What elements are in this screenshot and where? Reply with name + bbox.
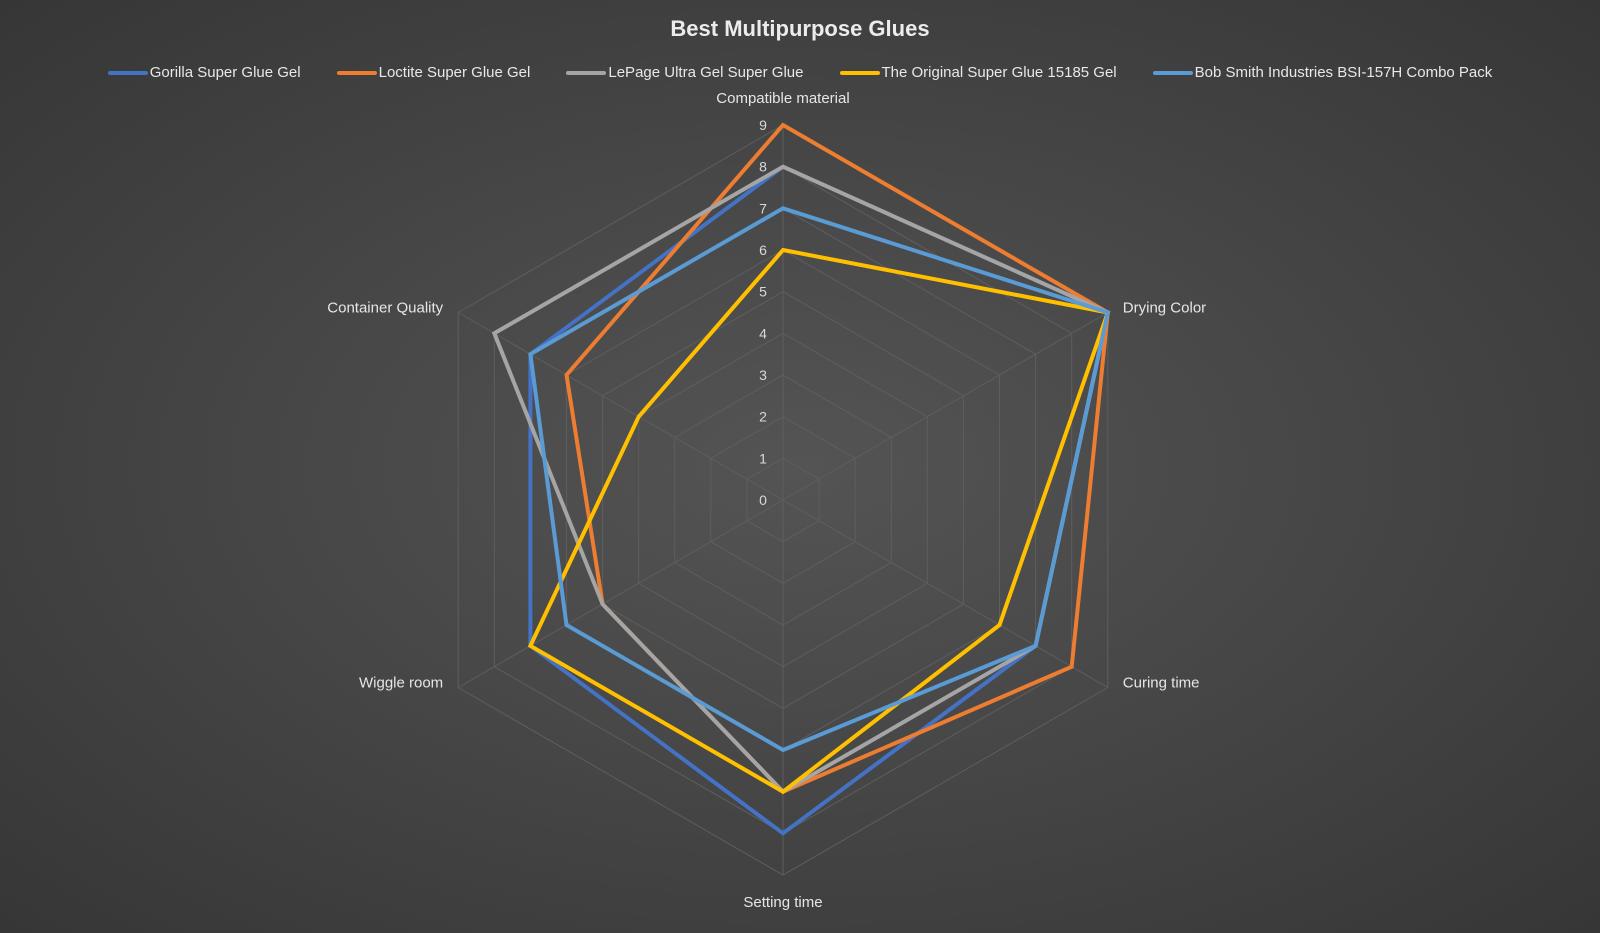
tick-label: 9	[759, 117, 767, 133]
axis-labels: Compatible material Drying Color Curing ti…	[327, 90, 1206, 911]
legend-item: LePage Ultra Gel Super Glue	[566, 64, 804, 81]
tick-label: 1	[759, 450, 767, 466]
legend-swatch	[839, 70, 880, 75]
tick-label: 4	[759, 325, 767, 341]
tick-label: 5	[759, 284, 767, 300]
legend-item: Bob Smith Industries BSI-157H Combo Pack	[1152, 64, 1493, 81]
legend-swatch	[336, 70, 377, 75]
legend-label: Bob Smith Industries BSI-157H Combo Pack	[1194, 64, 1493, 81]
grid-spoke	[782, 499, 1109, 688]
tick-label: 8	[759, 159, 767, 175]
radar-grid	[457, 124, 1109, 876]
series-group	[491, 122, 1111, 836]
legend-label: The Original Super Glue 15185 Gel	[881, 64, 1117, 81]
axis-label: Container Quality	[327, 300, 443, 317]
legend-label: Loctite Super Glue Gel	[378, 64, 531, 81]
grid-spoke	[457, 312, 784, 501]
legend-swatch	[107, 70, 148, 75]
axis-label: Curing time	[1123, 675, 1200, 692]
tick-label: 0	[759, 492, 767, 508]
chart-title: Best Multipurpose Glues	[670, 16, 930, 41]
axis-label: Compatible material	[716, 90, 849, 107]
legend-label: Gorilla Super Glue Gel	[149, 64, 301, 81]
tick-label: 2	[759, 409, 767, 425]
tick-label: 6	[759, 242, 767, 258]
legend-item: The Original Super Glue 15185 Gel	[839, 64, 1117, 81]
legend-label: LePage Ultra Gel Super Glue	[608, 64, 804, 81]
legend-swatch	[566, 70, 607, 75]
legend-item: Gorilla Super Glue Gel	[107, 64, 301, 81]
series-line	[528, 206, 1111, 753]
legend: Gorilla Super Glue Gel Loctite Super Glue…	[0, 64, 1600, 81]
axis-label: Setting time	[743, 894, 822, 911]
grid-spoke	[782, 312, 1109, 501]
tick-label: 3	[759, 367, 767, 383]
legend-swatch	[1152, 70, 1193, 75]
axis-label: Wiggle room	[359, 675, 443, 692]
axis-label: Drying Color	[1123, 300, 1206, 317]
radial-ticks: 0 1 2 3 4 5 6 7 8 9	[759, 117, 767, 508]
legend-item: Loctite Super Glue Gel	[336, 64, 531, 81]
grid-spoke	[457, 499, 784, 688]
tick-label: 7	[759, 200, 767, 216]
